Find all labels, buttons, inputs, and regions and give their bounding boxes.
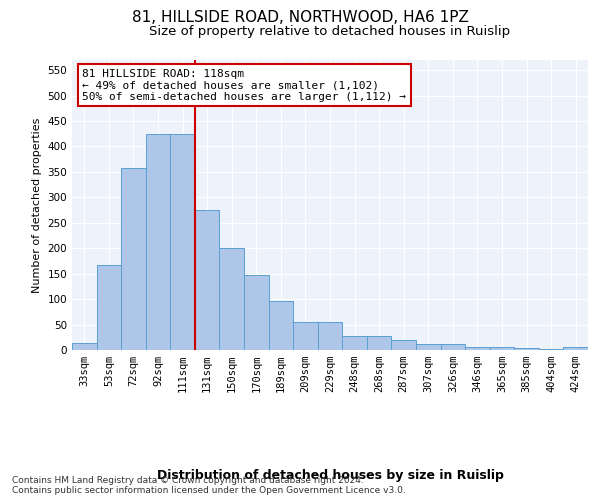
Bar: [244, 274, 269, 350]
Bar: [465, 347, 490, 350]
Bar: [367, 336, 391, 350]
Bar: [440, 344, 465, 350]
Bar: [146, 134, 170, 350]
Bar: [416, 344, 440, 350]
Y-axis label: Number of detached properties: Number of detached properties: [32, 118, 42, 292]
Bar: [97, 264, 121, 350]
Bar: [220, 248, 244, 350]
Bar: [269, 300, 293, 350]
Bar: [170, 134, 195, 350]
Text: 81, HILLSIDE ROAD, NORTHWOOD, HA6 1PZ: 81, HILLSIDE ROAD, NORTHWOOD, HA6 1PZ: [131, 10, 469, 25]
Bar: [72, 344, 97, 350]
Bar: [293, 322, 318, 350]
Bar: [195, 210, 220, 350]
Bar: [121, 168, 146, 350]
Bar: [490, 348, 514, 350]
Text: Contains HM Land Registry data © Crown copyright and database right 2024.
Contai: Contains HM Land Registry data © Crown c…: [12, 476, 406, 495]
Bar: [514, 348, 539, 350]
Bar: [391, 340, 416, 350]
Title: Size of property relative to detached houses in Ruislip: Size of property relative to detached ho…: [149, 25, 511, 38]
Bar: [318, 322, 342, 350]
Bar: [563, 348, 588, 350]
X-axis label: Distribution of detached houses by size in Ruislip: Distribution of detached houses by size …: [157, 469, 503, 482]
Bar: [342, 336, 367, 350]
Text: 81 HILLSIDE ROAD: 118sqm
← 49% of detached houses are smaller (1,102)
50% of sem: 81 HILLSIDE ROAD: 118sqm ← 49% of detach…: [82, 68, 406, 102]
